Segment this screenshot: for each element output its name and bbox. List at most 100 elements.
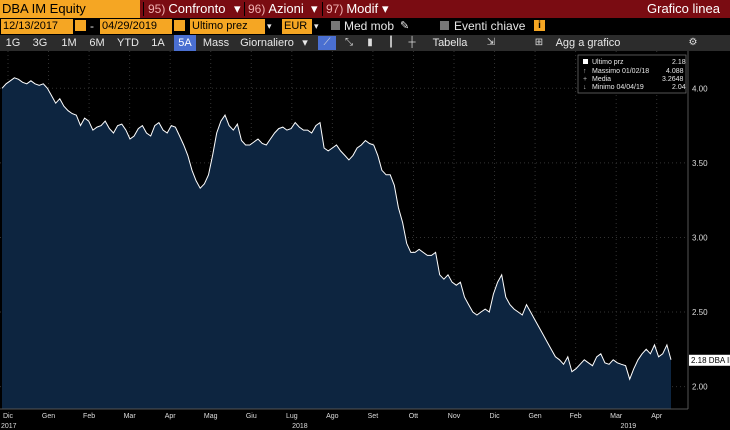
chevron-down-icon[interactable]: ▾ bbox=[314, 21, 319, 31]
chevron-down-icon[interactable]: ▾ bbox=[302, 37, 308, 49]
legend-marker: ↓ bbox=[583, 84, 587, 91]
x-year-label: 2017 bbox=[1, 423, 17, 430]
zoom-icon[interactable]: ⤡ bbox=[345, 37, 353, 48]
period-5a-button[interactable]: 5A bbox=[174, 35, 196, 51]
period-1m-button[interactable]: 1M bbox=[61, 37, 77, 49]
date-separator: - bbox=[90, 19, 94, 33]
shortcut-number: 96) bbox=[248, 2, 266, 16]
x-tick-label: Lug bbox=[286, 413, 298, 420]
divider bbox=[143, 2, 144, 16]
calendar-icon[interactable] bbox=[75, 20, 86, 31]
period-1a-button[interactable]: 1A bbox=[151, 37, 165, 49]
y-axis: 2.00 2.50 3.00 3.50 4.00 bbox=[692, 84, 708, 391]
x-tick-label: Ott bbox=[409, 413, 418, 420]
candle-icon[interactable]: ┃ bbox=[387, 37, 395, 48]
legend-label: Ultimo prz bbox=[592, 59, 624, 66]
x-tick-label: Feb bbox=[570, 413, 582, 420]
add-to-chart-button[interactable]: Agg a grafico bbox=[555, 37, 621, 49]
y-tick-label: 2.00 bbox=[692, 383, 708, 392]
x-tick-label: Mar bbox=[124, 413, 137, 420]
x-tick-label: Feb bbox=[83, 413, 95, 420]
ohlc-icon[interactable]: ┼ bbox=[408, 37, 416, 48]
calendar-icon[interactable] bbox=[174, 20, 185, 31]
price-chart[interactable]: 2.00 2.50 3.00 3.50 4.00 Dic Gen Feb Mar Apr Mag G… bbox=[0, 51, 730, 430]
legend-label: Media bbox=[592, 76, 611, 83]
x-tick-label: Dic bbox=[489, 413, 500, 420]
period-ytd-button[interactable]: YTD bbox=[117, 37, 139, 49]
x-tick-label: Mar bbox=[610, 413, 623, 420]
x-year-label: 2019 bbox=[621, 423, 637, 430]
period-6m-button[interactable]: 6M bbox=[89, 37, 105, 49]
ticker-field[interactable]: DBA IM Equity bbox=[0, 0, 140, 18]
x-tick-label: Nov bbox=[448, 413, 461, 420]
header-bar: DBA IM Equity 95) Confronto ▾ 96) Azioni ▾… bbox=[0, 0, 730, 18]
x-axis: Dic Gen Feb Mar Apr Mag Giu Lug Ago Set Ott Nov Dic G… bbox=[1, 413, 663, 430]
events-checkbox[interactable] bbox=[440, 21, 449, 30]
y-tick-label: 4.00 bbox=[692, 84, 708, 93]
frequency-select[interactable]: Giornaliero bbox=[240, 37, 294, 49]
divider bbox=[322, 2, 323, 16]
legend-swatch bbox=[583, 59, 588, 64]
y-tick-label: 3.00 bbox=[692, 233, 708, 242]
period-1g-button[interactable]: 1G bbox=[5, 37, 21, 49]
legend-marker: + bbox=[583, 76, 587, 83]
price-area-fill bbox=[2, 77, 671, 410]
shortcut-number: 95) bbox=[148, 2, 166, 16]
x-year-label: 2018 bbox=[292, 423, 308, 430]
last-price-label: 2.18 DBA IM bbox=[691, 356, 730, 365]
pencil-icon[interactable]: ✎ bbox=[400, 20, 410, 32]
period-mass-button[interactable]: Mass bbox=[202, 37, 230, 49]
controls-bar: 12/13/2017 - 04/29/2019 Ultimo prez ▾ EU… bbox=[0, 18, 730, 35]
price-line bbox=[1, 77, 672, 381]
legend-label: Massimo 01/02/18 bbox=[592, 68, 649, 75]
x-tick-label: Gen bbox=[42, 413, 55, 420]
info-icon[interactable]: i bbox=[534, 20, 545, 31]
y-tick-label: 3.50 bbox=[692, 159, 708, 168]
toolbar: 1G 3G 1M 6M YTD 1A 5A Mass Giornaliero ▾… bbox=[0, 35, 730, 51]
period-3g-button[interactable]: 3G bbox=[32, 37, 48, 49]
x-tick-label: Giu bbox=[246, 413, 257, 420]
expand-icon[interactable]: ⇲ bbox=[486, 37, 496, 48]
legend-label: Minimo 04/04/19 bbox=[592, 84, 644, 91]
x-tick-label: Dic bbox=[3, 413, 14, 420]
x-tick-label: Gen bbox=[528, 413, 541, 420]
divider bbox=[244, 2, 245, 16]
legend-value: 4.088 bbox=[666, 68, 684, 75]
currency-select[interactable]: EUR bbox=[282, 19, 312, 34]
table-button[interactable]: Tabella bbox=[432, 37, 468, 49]
confronto-label: Confronto bbox=[168, 1, 226, 16]
x-tick-label: Apr bbox=[165, 413, 177, 420]
price-field-select[interactable]: Ultimo prez bbox=[190, 19, 265, 34]
y-tick-label: 2.50 bbox=[692, 308, 708, 317]
shortcut-number: 97) bbox=[326, 2, 344, 16]
legend-value: 2.04 bbox=[672, 84, 686, 91]
x-tick-label: Set bbox=[368, 413, 379, 420]
azioni-label: Azioni bbox=[268, 1, 304, 16]
legend-value: 3.2648 bbox=[662, 76, 684, 83]
legend-box: Ultimo prz 2.18 ↑ Massimo 01/02/18 4.088… bbox=[577, 54, 687, 94]
legend-marker: ↑ bbox=[583, 68, 587, 75]
line-chart-icon[interactable]: ⟋ bbox=[318, 36, 336, 50]
chevron-down-icon[interactable]: ▾ bbox=[267, 21, 272, 31]
moving-avg-checkbox[interactable] bbox=[331, 21, 340, 30]
events-label: Eventi chiave bbox=[454, 19, 526, 33]
last-price-tag: 2.18 DBA IM bbox=[689, 354, 730, 366]
chevron-down-icon[interactable]: ▾ bbox=[311, 1, 318, 16]
crop-icon[interactable]: ⊞ bbox=[534, 37, 544, 48]
bar-chart-icon[interactable]: ▮ bbox=[367, 37, 373, 48]
moving-avg-label: Med mob bbox=[344, 19, 395, 33]
confronto-button[interactable]: 95) Confronto bbox=[148, 0, 225, 18]
x-tick-label: Mag bbox=[204, 413, 218, 420]
chevron-down-icon[interactable]: ▾ bbox=[234, 1, 241, 16]
azioni-button[interactable]: 96) Azioni bbox=[248, 0, 304, 18]
modif-button[interactable]: 97) Modif bbox=[326, 0, 378, 18]
modif-label: Modif bbox=[346, 1, 379, 16]
x-tick-label: Apr bbox=[651, 413, 663, 420]
gear-icon[interactable]: ⚙ bbox=[688, 37, 698, 48]
legend-value: 2.18 bbox=[672, 59, 686, 66]
date-to-input[interactable]: 04/29/2019 bbox=[100, 19, 172, 34]
chart-type-title: Grafico linea bbox=[647, 1, 720, 16]
date-from-input[interactable]: 12/13/2017 bbox=[1, 19, 73, 34]
x-tick-label: Ago bbox=[326, 413, 339, 420]
chevron-down-icon[interactable]: ▾ bbox=[382, 1, 389, 16]
